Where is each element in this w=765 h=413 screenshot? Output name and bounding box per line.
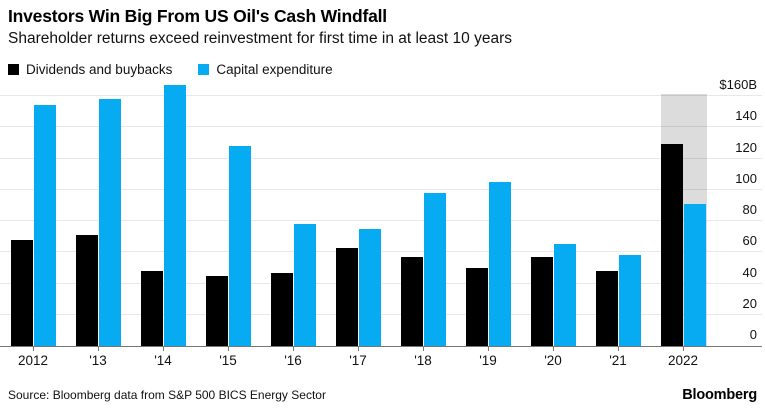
x-axis-tick	[683, 346, 684, 351]
x-axis-label: '18	[414, 353, 432, 368]
x-axis-tick	[293, 346, 294, 351]
gridline	[0, 188, 762, 190]
bar-dividends-buybacks	[206, 275, 228, 346]
bar-dividends-buybacks	[401, 256, 423, 346]
chart-subtitle: Shareholder returns exceed reinvestment …	[8, 30, 512, 47]
gridline	[0, 126, 762, 128]
bar-dividends-buybacks	[76, 235, 98, 346]
legend-swatch-icon	[198, 64, 210, 75]
legend: Dividends and buybacks Capital expenditur…	[8, 62, 333, 77]
bar-dividends-buybacks	[531, 256, 553, 346]
x-axis-label: 2022	[667, 353, 699, 368]
bar-dividends-buybacks	[661, 144, 683, 346]
bar-dividends-buybacks	[141, 271, 163, 346]
bar-capital-expenditure	[294, 224, 316, 346]
x-axis-tick	[228, 346, 229, 351]
legend-swatch-icon	[8, 64, 19, 75]
gridline	[0, 157, 762, 159]
x-axis-label: '16	[284, 353, 302, 368]
legend-label: Capital expenditure	[216, 62, 333, 77]
x-axis-label: '13	[89, 353, 107, 368]
x-axis-tick	[358, 346, 359, 351]
x-axis-label: '17	[349, 353, 367, 368]
y-axis-label: 80	[742, 202, 757, 217]
gridline	[0, 282, 762, 284]
x-axis-tick	[618, 346, 619, 351]
x-axis-tick	[423, 346, 424, 351]
bar-dividends-buybacks	[271, 272, 293, 346]
bar-dividends-buybacks	[336, 247, 358, 346]
gridline	[0, 313, 762, 315]
legend-item: Dividends and buybacks	[8, 62, 172, 77]
legend-item: Capital expenditure	[198, 62, 333, 77]
bar-capital-expenditure	[619, 255, 641, 346]
x-axis-tick	[33, 346, 34, 351]
gridline	[0, 220, 762, 221]
x-axis-label: '14	[154, 353, 172, 368]
plot-area: 0 20 40 60 80 100 120 140 $160B 2012 '13 '14 '15 '16 '…	[0, 77, 762, 368]
x-axis-tick	[163, 346, 164, 351]
bar-capital-expenditure	[34, 105, 56, 346]
y-axis-label: 20	[742, 295, 757, 311]
gridline	[0, 95, 762, 96]
y-axis-label: 140	[735, 108, 757, 124]
y-axis-label: $160B	[719, 77, 757, 92]
bar-capital-expenditure	[359, 228, 381, 346]
y-axis-label: 60	[742, 233, 757, 249]
bar-dividends-buybacks	[466, 267, 488, 346]
legend-label: Dividends and buybacks	[26, 62, 173, 77]
bar-capital-expenditure	[229, 146, 251, 346]
bar-capital-expenditure	[424, 192, 446, 346]
x-axis-label: 2012	[17, 353, 49, 368]
y-axis-label: 120	[735, 139, 757, 155]
bar-dividends-buybacks	[11, 239, 33, 346]
y-axis-label: 40	[742, 264, 757, 280]
y-axis-label: 0	[749, 327, 757, 342]
bar-capital-expenditure	[684, 203, 706, 346]
x-axis-label: '19	[479, 353, 497, 368]
source-text: Source: Bloomberg data from S&P 500 BICS…	[8, 388, 326, 402]
x-axis-label: '20	[544, 353, 562, 368]
bar-dividends-buybacks	[596, 271, 618, 346]
bar-capital-expenditure	[489, 181, 511, 346]
bar-capital-expenditure	[99, 99, 121, 346]
x-axis-tick	[553, 346, 554, 351]
gridline	[0, 251, 762, 253]
x-axis-label: '21	[609, 353, 627, 368]
x-axis-label: '15	[219, 353, 237, 368]
y-axis-label: 100	[735, 170, 757, 186]
x-axis-tick	[98, 346, 99, 351]
bar-capital-expenditure	[164, 85, 186, 346]
bar-capital-expenditure	[554, 244, 576, 346]
x-axis-tick	[488, 346, 489, 351]
bloomberg-logo: Bloomberg	[682, 387, 757, 403]
chart-title: Investors Win Big From US Oil's Cash Win…	[8, 6, 387, 26]
